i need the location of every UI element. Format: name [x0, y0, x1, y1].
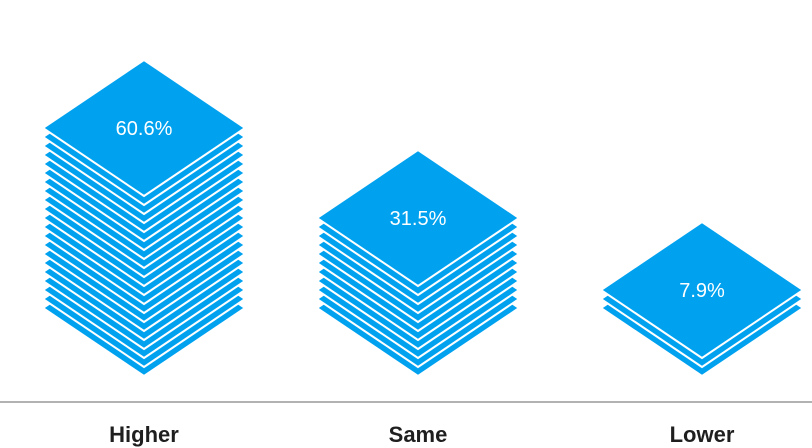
value-label-lower: 7.9% [679, 280, 725, 302]
category-label-higher: Higher [109, 422, 179, 447]
bar-same-layer [315, 148, 521, 288]
bars-group [41, 58, 805, 378]
value-label-same: 31.5% [390, 208, 447, 230]
category-labels-group: Higher Same Lower [109, 422, 735, 447]
bar-lower-layer [599, 220, 805, 360]
bar-higher-layer [41, 58, 247, 198]
bar-same [315, 148, 521, 378]
bar-lower [599, 220, 805, 378]
bar-higher [41, 58, 247, 378]
value-labels-group: 60.6% 31.5% 7.9% [116, 118, 725, 302]
value-label-higher: 60.6% [116, 118, 173, 140]
category-label-lower: Lower [670, 422, 735, 447]
category-label-same: Same [389, 422, 448, 447]
